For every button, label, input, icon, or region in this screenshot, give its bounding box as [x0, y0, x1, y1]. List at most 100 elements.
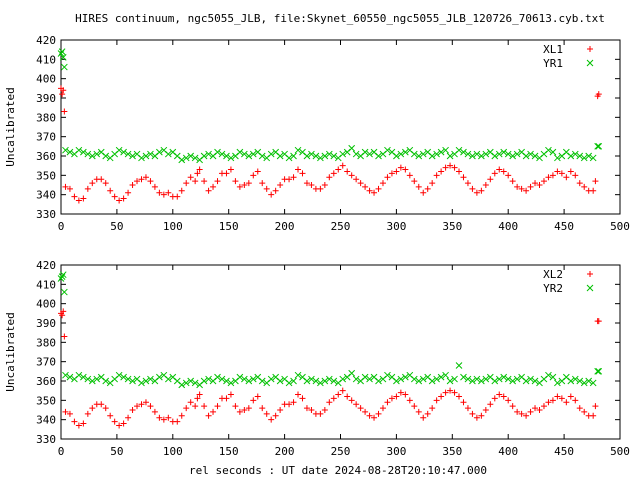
y-tick-label: 420 [36, 259, 56, 272]
data-point [125, 189, 132, 196]
data-point [424, 185, 431, 192]
data-point [138, 379, 145, 387]
data-point [312, 152, 320, 160]
y-tick-label: 340 [36, 414, 56, 427]
data-point [59, 54, 67, 61]
data-point [241, 407, 248, 413]
legend-label: XL2 [543, 268, 563, 281]
data-point [277, 407, 284, 413]
data-point [491, 377, 499, 385]
data-point [290, 174, 297, 181]
data-point [419, 375, 427, 383]
data-point [129, 152, 136, 160]
data-point [205, 150, 212, 158]
data-point [308, 182, 315, 188]
data-point [536, 182, 543, 188]
data-point [303, 377, 311, 385]
data-point [60, 308, 67, 315]
legend-label: YR2 [543, 282, 563, 295]
data-point [419, 150, 427, 158]
data-point [263, 410, 270, 417]
data-point [250, 397, 257, 404]
data-point [164, 150, 172, 158]
data-point [317, 410, 324, 417]
data-point [59, 91, 66, 98]
data-point [62, 408, 69, 415]
data-point [513, 150, 521, 158]
data-point [308, 150, 315, 158]
data-point [66, 373, 74, 381]
data-point [75, 197, 82, 204]
data-point [563, 399, 570, 406]
data-point [299, 170, 306, 177]
data-point [438, 393, 445, 400]
data-point [57, 50, 65, 57]
y-tick-label: 350 [36, 394, 56, 407]
data-point [290, 377, 297, 385]
data-point [366, 187, 373, 194]
legend-marker [587, 271, 593, 277]
legend-marker [586, 284, 594, 292]
data-point [438, 168, 445, 175]
data-point [523, 412, 530, 419]
data-point [540, 403, 547, 410]
data-point [59, 271, 67, 279]
data-point [205, 375, 212, 383]
data-point [138, 401, 145, 408]
y-tick-label: 370 [36, 356, 56, 369]
data-point [165, 414, 172, 421]
data-point [120, 420, 127, 427]
data-point [366, 375, 373, 383]
data-point [415, 408, 422, 415]
data-point [379, 180, 386, 187]
x-axis-label: rel seconds : UT date 2024-08-28T20:10:4… [189, 464, 487, 477]
data-point [532, 180, 539, 187]
data-point [268, 416, 275, 423]
data-point [496, 166, 503, 173]
x-tick-label: 0 [58, 445, 65, 458]
data-point [549, 373, 557, 381]
data-point [406, 397, 413, 404]
data-point [411, 403, 418, 410]
data-point [527, 183, 534, 190]
data-point [478, 412, 485, 419]
data-point [514, 183, 521, 190]
data-point [429, 180, 436, 187]
data-point [592, 403, 599, 410]
data-point [437, 148, 445, 156]
data-point [142, 399, 149, 406]
data-point [165, 189, 172, 196]
data-point [107, 187, 114, 194]
data-point [549, 397, 556, 404]
data-point [531, 152, 539, 160]
data-point [80, 420, 87, 427]
data-point [147, 375, 154, 383]
data-point [580, 379, 588, 387]
data-point [196, 166, 203, 173]
data-point [442, 371, 449, 379]
data-point [460, 174, 467, 181]
x-tick-label: 200 [275, 445, 295, 458]
data-point [61, 333, 68, 340]
data-point [473, 414, 480, 421]
data-point [111, 418, 118, 425]
data-point [433, 375, 441, 383]
data-point [214, 373, 221, 381]
data-point [415, 152, 423, 160]
data-point [567, 377, 575, 385]
data-point [240, 375, 248, 383]
data-point [401, 373, 409, 381]
y-tick-label: 420 [36, 34, 56, 47]
data-point [187, 377, 195, 385]
data-point [384, 146, 391, 154]
data-point [504, 375, 512, 383]
data-point [156, 189, 163, 196]
data-point [89, 405, 96, 412]
data-point [182, 379, 190, 387]
data-point [178, 156, 186, 164]
data-point [447, 162, 454, 169]
y-axis-label: Uncalibrated [4, 312, 17, 391]
data-point [124, 375, 132, 383]
x-tick-label: 400 [498, 220, 518, 233]
